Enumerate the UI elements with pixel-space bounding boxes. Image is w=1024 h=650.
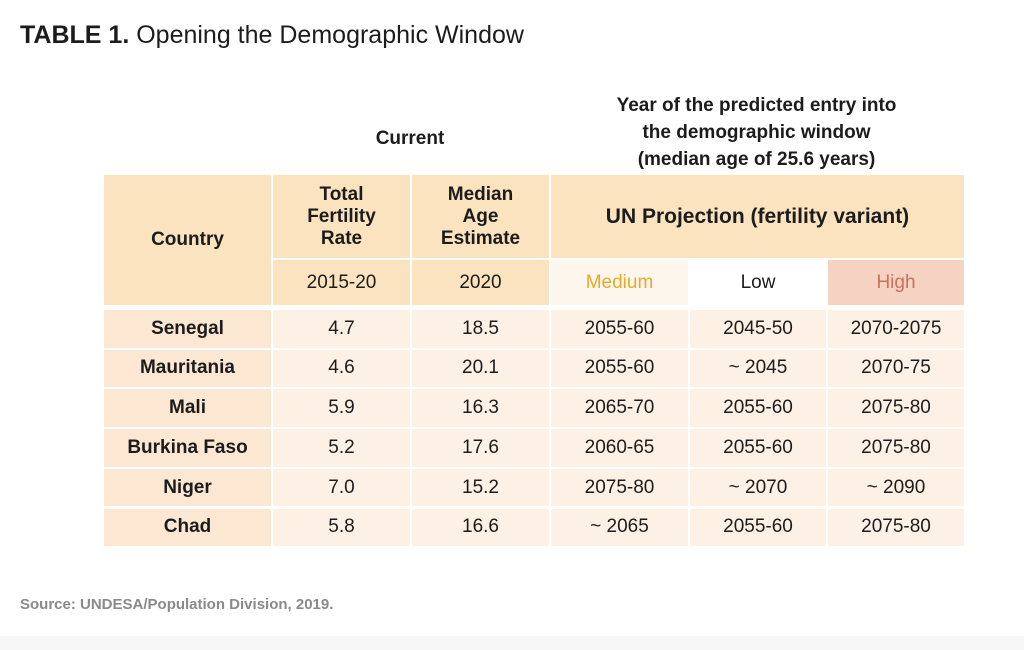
tfr-period-header: 2015-20 — [273, 260, 410, 305]
country-cell: Mali — [104, 389, 271, 427]
year-header-line: (median age of 25.6 years) — [637, 149, 876, 170]
country-column-header: Country — [104, 175, 271, 305]
table-title: TABLE 1. Opening the Demographic Window — [20, 20, 524, 50]
high-projection-cell: 2075-80 — [828, 508, 964, 546]
median-age-cell: 17.6 — [412, 429, 549, 467]
year-entry-header: Year of the predicted entry into the dem… — [549, 92, 964, 173]
low-projection-cell: 2055-60 — [690, 429, 826, 467]
tfr-cell: 5.8 — [273, 508, 410, 546]
tfr-cell: 4.6 — [273, 349, 410, 388]
high-projection-cell: ~ 2090 — [828, 468, 964, 507]
median-age-cell: 20.1 — [412, 349, 549, 388]
median-age-cell: 16.3 — [412, 389, 549, 427]
median-year-header: 2020 — [412, 260, 549, 305]
tfr-cell: 5.2 — [273, 429, 410, 467]
year-header-line: Year of the predicted entry into — [616, 95, 897, 116]
median-age-cell: 15.2 — [412, 468, 549, 507]
table-number: TABLE 1. — [20, 21, 130, 49]
median-age-cell: 16.6 — [412, 508, 549, 546]
current-header: Current — [375, 128, 445, 149]
country-cell: Senegal — [104, 310, 271, 348]
tfr-cell: 7.0 — [273, 468, 410, 507]
medium-projection-cell: 2060-65 — [551, 429, 688, 467]
country-cell: Chad — [104, 508, 271, 546]
medium-projection-cell: 2055-60 — [551, 310, 688, 348]
tfr-cell: 4.7 — [273, 310, 410, 348]
medium-projection-cell: 2075-80 — [551, 468, 688, 507]
median-header-line: Estimate — [440, 227, 521, 249]
country-cell: Burkina Faso — [104, 429, 271, 467]
country-header-label: Country — [151, 229, 224, 250]
tfr-header-line: Total — [319, 183, 364, 205]
median-age-cell: 18.5 — [412, 310, 549, 348]
medium-projection-cell: 2065-70 — [551, 389, 688, 427]
high-projection-cell: 2075-80 — [828, 429, 964, 467]
country-cell: Mauritania — [104, 349, 271, 388]
year-header-line: the demographic window — [642, 122, 871, 143]
un-projection-label: UN Projection (fertility variant) — [605, 204, 910, 228]
high-projection-cell: 2070-75 — [828, 349, 964, 388]
tfr-cell: 5.9 — [273, 389, 410, 427]
table-title-text: Opening the Demographic Window — [136, 21, 524, 49]
high-variant-header: High — [828, 260, 964, 305]
source-note: Source: UNDESA/Population Division, 2019… — [20, 596, 334, 613]
medium-projection-cell: 2055-60 — [551, 349, 688, 388]
low-projection-cell: 2045-50 — [690, 310, 826, 348]
tfr-column-header: Total Fertility Rate — [273, 175, 410, 258]
low-projection-cell: ~ 2045 — [690, 349, 826, 388]
tfr-header-line: Rate — [320, 227, 363, 249]
median-age-column-header: Median Age Estimate — [412, 175, 549, 258]
un-projection-header: UN Projection (fertility variant) — [551, 175, 964, 258]
medium-projection-cell: ~ 2065 — [551, 508, 688, 546]
low-projection-cell: ~ 2070 — [690, 468, 826, 507]
low-variant-header: Low — [690, 260, 826, 305]
low-projection-cell: 2055-60 — [690, 389, 826, 427]
medium-variant-header: Medium — [551, 260, 688, 305]
low-projection-cell: 2055-60 — [690, 508, 826, 546]
footer-bar — [0, 636, 1024, 650]
median-header-line: Median — [447, 183, 514, 205]
high-projection-cell: 2075-80 — [828, 389, 964, 427]
country-cell: Niger — [104, 468, 271, 507]
high-projection-cell: 2070-2075 — [828, 310, 964, 348]
tfr-header-line: Fertility — [307, 205, 376, 227]
median-header-line: Age — [462, 205, 499, 227]
